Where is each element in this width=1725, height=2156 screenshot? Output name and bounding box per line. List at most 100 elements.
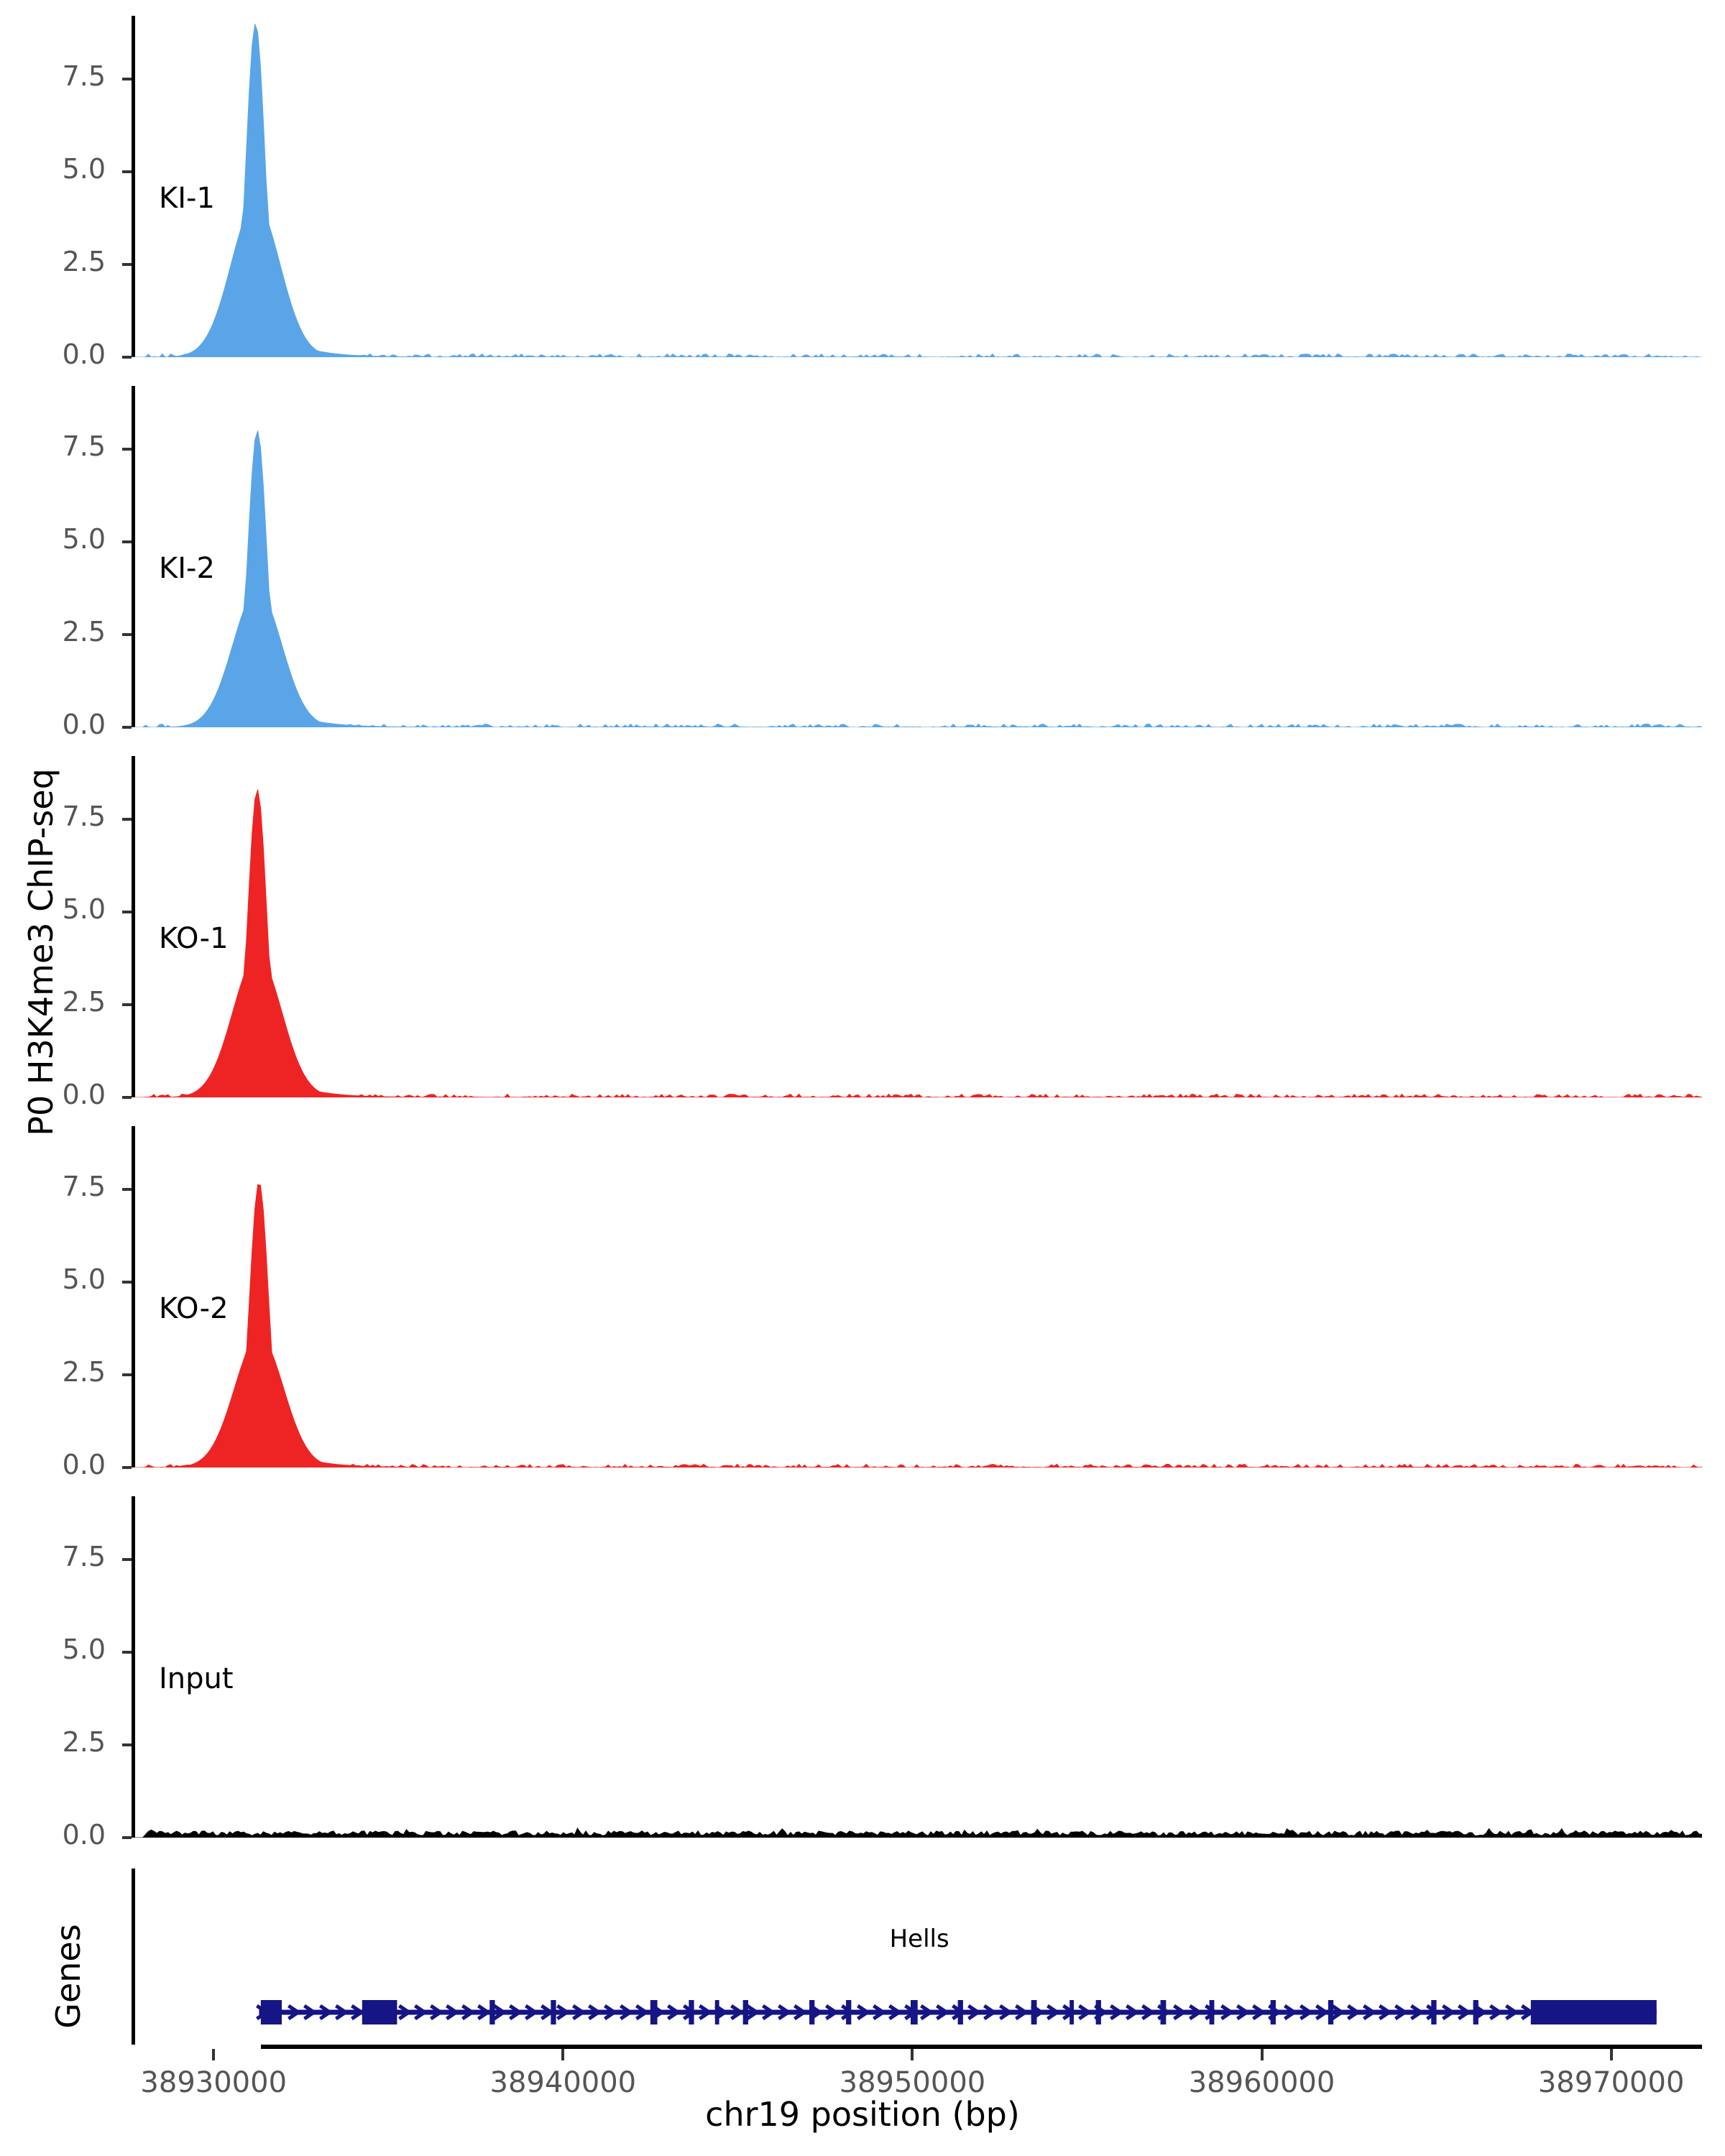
gene-strand-arrow: [1505, 2004, 1519, 2021]
y-axis-tick-label: 0.0: [62, 338, 106, 370]
y-axis-tick: [122, 632, 132, 636]
gene-exon: [689, 2000, 694, 2024]
gene-strand-arrow: [857, 2004, 871, 2021]
y-axis-tick-label: 0.0: [62, 1449, 106, 1480]
gene-exon: [362, 2000, 397, 2024]
y-axis-tick-label: 5.0: [62, 1263, 106, 1295]
gene-strand-arrow: [699, 2004, 713, 2021]
y-axis-tick-label: 0.0: [62, 1079, 106, 1110]
gene-strand-arrow: [1300, 2004, 1314, 2021]
y-axis-tick: [122, 1280, 132, 1284]
gene-strand-arrow: [1379, 2004, 1393, 2021]
signal-area-input: [132, 1496, 1702, 1838]
y-axis-tick: [122, 262, 132, 266]
gene-strand-arrow: [1046, 2004, 1061, 2021]
signal-area-ki-1: [132, 16, 1702, 357]
gene-strand-arrow: [1442, 2004, 1456, 2021]
gene-strand-arrow: [556, 2004, 571, 2021]
y-axis-tick-label: 2.5: [62, 615, 106, 648]
gene-strand-arrow: [1410, 2004, 1425, 2021]
y-axis-tick-label: 7.5: [62, 430, 106, 462]
gene-strand-arrow: [588, 2004, 602, 2021]
gene-exon: [809, 2000, 815, 2024]
gene-strand-arrow: [1205, 2004, 1219, 2021]
gene-strand-arrow: [1363, 2004, 1377, 2021]
gene-exon: [1095, 2000, 1101, 2024]
track-panel-ki-1: 0.0 2.5 5.0 7.5 KI-1: [63, 16, 1702, 370]
y-axis-spine: [132, 1126, 135, 1468]
y-axis-tick: [122, 910, 132, 913]
gene-exon: [551, 2000, 556, 2024]
gene-strand-arrow: [1426, 2004, 1440, 2021]
signal-area-ki-2: [132, 386, 1702, 727]
gene-strand-arrow: [667, 2004, 681, 2021]
y-axis-tick: [122, 1466, 132, 1469]
track-label-ko-1: KO-1: [159, 921, 229, 955]
gene-strand-arrow: [794, 2004, 808, 2021]
gene-strand-arrow: [493, 2004, 507, 2021]
gene-strand-arrow: [461, 2004, 476, 2021]
gene-strand-arrow: [1078, 2004, 1092, 2021]
gene-strand-arrow: [888, 2004, 903, 2021]
y-axis-tick: [122, 1187, 132, 1191]
gene-strand-arrow: [778, 2004, 792, 2021]
gene-strand-arrow: [1220, 2004, 1235, 2021]
y-axis-tick: [122, 1836, 132, 1839]
gene-exon: [957, 2000, 963, 2024]
gene-strand-arrow: [319, 2004, 334, 2021]
gene-exon: [910, 2000, 918, 2024]
track-panel-ko-1: 0.0 2.5 5.0 7.5 KO-1: [63, 756, 1702, 1110]
track-panel-input: 0.0 2.5 5.0 7.5 Input: [63, 1496, 1702, 1851]
y-axis-tick: [122, 77, 132, 80]
y-axis-tick-label: 7.5: [62, 1540, 106, 1572]
gene-strand-arrow: [762, 2004, 776, 2021]
y-axis-tick: [122, 540, 132, 543]
gene-exon: [742, 2000, 748, 2024]
gene-strand-arrow: [509, 2004, 523, 2021]
gene-exon: [846, 2000, 852, 2024]
y-axis-tick-label: 5.0: [62, 152, 106, 185]
gene-strand-arrow: [1252, 2004, 1266, 2021]
y-axis-tick-label: 7.5: [62, 60, 106, 92]
x-axis-tick-label: 38930000: [140, 2066, 288, 2099]
gene-strand-arrow: [335, 2004, 349, 2021]
y-axis-tick: [122, 1003, 132, 1006]
gene-strand-arrow: [1284, 2004, 1298, 2021]
gene-exon: [1328, 2000, 1334, 2024]
y-axis-tick: [122, 726, 132, 729]
gene-strand-arrow: [1189, 2004, 1203, 2021]
gene-strand-arrow: [1489, 2004, 1504, 2021]
gene-strand-arrow: [1236, 2004, 1251, 2021]
gene-strand-arrow: [1458, 2004, 1472, 2021]
gene-strand-arrow: [525, 2004, 539, 2021]
gene-strand-arrow: [825, 2004, 840, 2021]
y-axis-spine: [132, 386, 135, 727]
y-axis-tick-label: 2.5: [62, 245, 106, 277]
y-axis-spine: [132, 16, 135, 357]
x-axis-tick: [1260, 2049, 1264, 2060]
gene-strand-arrow: [351, 2004, 365, 2021]
y-axis-tick-label: 2.5: [62, 1726, 106, 1758]
gene-strand-arrow: [1110, 2004, 1124, 2021]
gene-exon: [260, 2000, 282, 2024]
track-label-ki-1: KI-1: [159, 181, 215, 215]
y-axis-tick: [122, 1650, 132, 1654]
x-axis-line: [261, 2045, 1702, 2049]
gene-exon: [1473, 2000, 1478, 2024]
signal-area-ko-1: [132, 756, 1702, 1097]
gene-strand-arrow: [303, 2004, 318, 2021]
gene-exon: [1431, 2000, 1437, 2024]
gene-strand-arrow: [1126, 2004, 1140, 2021]
gene-strand-arrow: [414, 2004, 428, 2021]
gene-strand-arrow: [635, 2004, 650, 2021]
gene-strand-arrow: [1394, 2004, 1409, 2021]
y-axis-tick-label: 0.0: [62, 1819, 106, 1851]
x-axis-tick: [1609, 2049, 1613, 2060]
gene-strand-arrow: [983, 2004, 998, 2021]
gene-strand-arrow: [1173, 2004, 1187, 2021]
x-axis-tick-label: 38960000: [1188, 2066, 1335, 2099]
track-panel-ki-2: 0.0 2.5 5.0 7.5 KI-2: [63, 386, 1702, 740]
y-axis-tick-label: 5.0: [62, 1633, 106, 1665]
x-axis-tick: [212, 2049, 216, 2060]
